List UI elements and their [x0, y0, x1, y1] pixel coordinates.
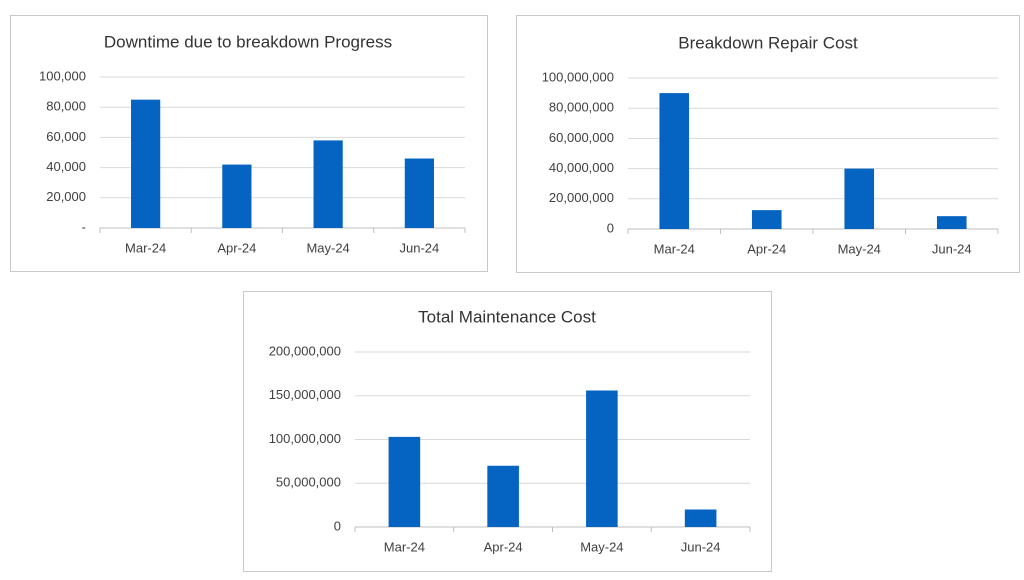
y-tick-label: 80,000 — [46, 99, 86, 114]
bar — [222, 164, 252, 228]
x-tick-label: Mar-24 — [654, 241, 695, 256]
y-tick-label: 60,000,000 — [549, 130, 614, 145]
y-tick-label: 200,000,000 — [269, 343, 341, 358]
x-tick-label: Apr-24 — [484, 539, 523, 554]
bar — [684, 509, 717, 527]
x-tick-label: Jun-24 — [400, 240, 440, 255]
y-tick-label: 40,000,000 — [549, 160, 614, 175]
bar — [487, 465, 519, 527]
y-tick-label: 20,000,000 — [549, 190, 614, 205]
y-tick-label: 50,000,000 — [276, 475, 341, 490]
bar — [586, 390, 618, 527]
x-tick-label: Mar-24 — [125, 240, 166, 255]
x-tick-label: Jun-24 — [932, 241, 972, 256]
y-tick-label: 150,000,000 — [269, 387, 341, 402]
y-tick-label: 100,000 — [39, 68, 86, 83]
bar — [659, 93, 690, 229]
x-tick-label: Jun-24 — [681, 539, 721, 554]
x-tick-label: Apr-24 — [217, 240, 256, 255]
chart-frame — [243, 291, 772, 572]
y-tick-label: 100,000,000 — [269, 431, 341, 446]
bar — [131, 99, 161, 229]
x-tick-label: May-24 — [580, 539, 623, 554]
bar — [404, 158, 434, 228]
bar — [388, 436, 421, 527]
x-tick-label: May-24 — [838, 241, 881, 256]
y-tick-label: - — [82, 219, 86, 234]
y-tick-label: 0 — [334, 518, 341, 533]
y-tick-label: 0 — [607, 220, 614, 235]
x-tick-label: Mar-24 — [384, 539, 425, 554]
x-tick-label: Apr-24 — [747, 241, 786, 256]
bar — [844, 168, 875, 229]
y-tick-label: 80,000,000 — [549, 100, 614, 115]
bar — [751, 210, 782, 229]
y-tick-label: 40,000 — [46, 159, 86, 174]
chart-title: Total Maintenance Cost — [418, 307, 596, 326]
chart-title: Downtime due to breakdown Progress — [104, 32, 392, 51]
chart-title: Breakdown Repair Cost — [678, 33, 858, 52]
y-tick-label: 20,000 — [46, 189, 86, 204]
bar — [313, 140, 343, 228]
y-tick-label: 100,000,000 — [542, 69, 614, 84]
chart-frame — [516, 15, 1020, 273]
bar — [936, 216, 967, 229]
chart-frame — [10, 15, 488, 272]
y-tick-label: 60,000 — [46, 129, 86, 144]
x-tick-label: May-24 — [306, 240, 349, 255]
